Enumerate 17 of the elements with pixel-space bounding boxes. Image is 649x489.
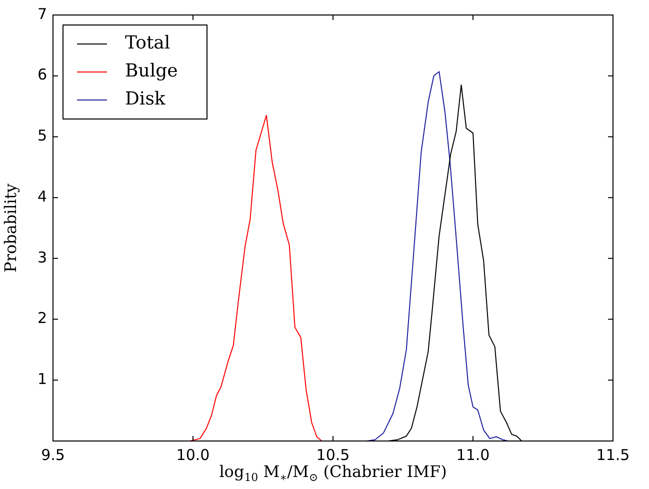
y-axis-title: Probability — [0, 184, 20, 272]
x-tick-label: 11.5 — [596, 446, 630, 464]
y-tick-label: 2 — [37, 309, 47, 328]
y-tick-label: 4 — [37, 187, 47, 206]
y-tick-label: 6 — [37, 66, 47, 84]
y-tick-label: 1 — [37, 370, 47, 388]
x-axis-title: log$_{10}$ M$_{∗}$/M$_{⊙}$ (Chabrier IMF) — [218, 462, 448, 484]
x-tick-label: 10.0 — [176, 446, 210, 464]
legend-label: Disk — [125, 88, 166, 110]
y-tick-label: 7 — [37, 4, 47, 23]
x-tick-label: 10.5 — [316, 446, 350, 464]
legend-label: Total — [125, 32, 170, 54]
y-tick-label: 3 — [37, 248, 47, 266]
x-tick-label: 9.5 — [41, 446, 65, 464]
y-tick-label: 5 — [37, 126, 47, 145]
x-tick-label: 11.0 — [456, 446, 490, 464]
legend-label: Bulge — [125, 60, 178, 82]
